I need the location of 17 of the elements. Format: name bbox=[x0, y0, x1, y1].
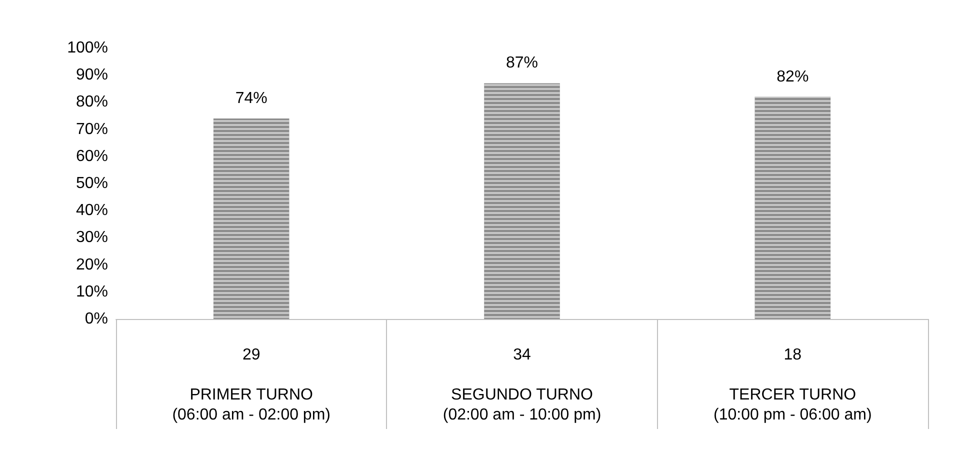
category-label: 29 PRIMER TURNO (06:00 am - 02:00 pm) bbox=[172, 346, 330, 424]
y-tick-label: 30% bbox=[76, 229, 108, 246]
y-tick-label: 100% bbox=[67, 40, 108, 56]
y-tick-label: 90% bbox=[76, 66, 108, 84]
y-tick-label: 10% bbox=[76, 283, 108, 300]
data-label: 87% bbox=[506, 54, 538, 72]
y-tick-label: 50% bbox=[76, 175, 108, 192]
y-tick-label: 80% bbox=[76, 94, 108, 111]
y-tick-label: 20% bbox=[76, 256, 108, 274]
category-label: 18 TERCER TURNO (10:00 pm - 06:00 am) bbox=[714, 346, 872, 424]
category-label: 34 SEGUNDO TURNO (02:00 am - 10:00 pm) bbox=[442, 346, 602, 424]
y-tick-label: 60% bbox=[76, 148, 108, 165]
y-tick-label: 0% bbox=[84, 310, 108, 328]
data-label: 74% bbox=[235, 90, 268, 107]
data-label: 82% bbox=[776, 68, 809, 86]
y-tick-label: 70% bbox=[76, 120, 108, 138]
y-tick-label: 40% bbox=[76, 202, 108, 220]
